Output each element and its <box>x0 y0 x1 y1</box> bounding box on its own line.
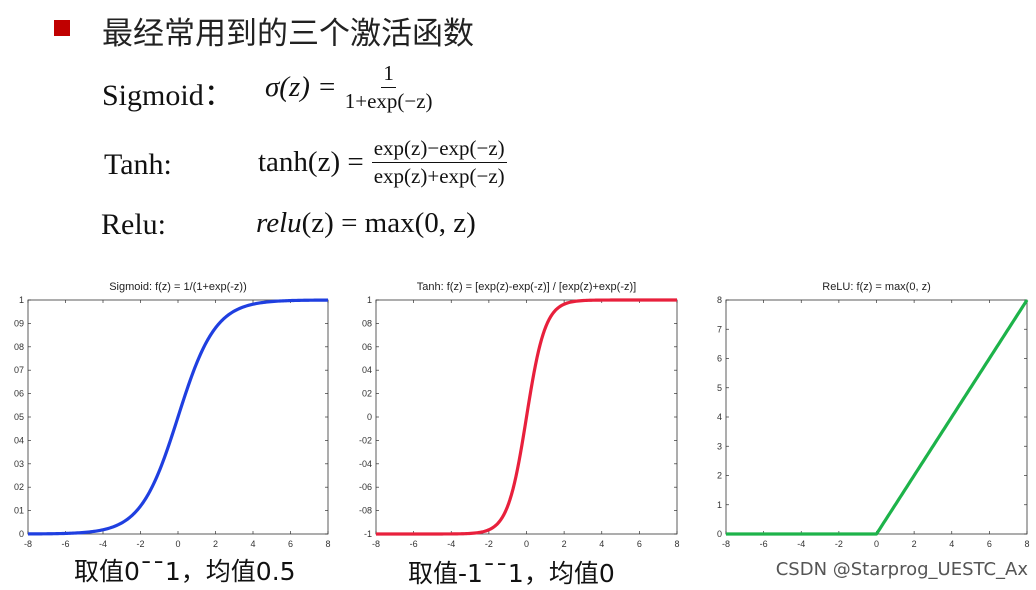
watermark: CSDN @Starprog_UESTC_Ax <box>775 559 1028 580</box>
y-tick-label: -04 <box>359 459 372 469</box>
x-tick-label: 0 <box>175 539 180 549</box>
x-tick-label: -8 <box>24 539 32 549</box>
chart-title-relu: ReLU: f(z) = max(0, z) <box>822 281 931 293</box>
sigmoid-numerator: 1 <box>381 61 396 89</box>
sigmoid-fraction: 1 1+exp(−z) <box>344 61 433 114</box>
x-tick-label: 8 <box>1024 539 1029 549</box>
relu-formula: relu (z) = max(0, z) <box>256 207 476 240</box>
x-tick-label: 4 <box>599 539 604 549</box>
y-tick-label: 6 <box>717 354 722 364</box>
plot-frame-relu <box>725 299 1028 535</box>
x-tick-label: -6 <box>760 539 768 549</box>
x-tick-label: -2 <box>485 539 493 549</box>
x-tick-label: -2 <box>136 539 144 549</box>
x-tick-label: -4 <box>797 539 805 549</box>
y-tick-label: 1 <box>717 500 722 510</box>
y-tick-label: -02 <box>359 435 372 445</box>
y-tick-label: -1 <box>364 529 372 539</box>
y-tick-label: 02 <box>362 389 372 399</box>
sigmoid-lhs: σ(z) = <box>265 71 337 104</box>
series-line-relu <box>725 299 1029 536</box>
tanh-lhs: tanh(z) = <box>258 146 364 179</box>
y-tick-label: 7 <box>717 324 722 334</box>
tanh-fraction: exp(z)−exp(−z) exp(z)+exp(−z) <box>371 136 507 189</box>
bullet-square <box>54 20 70 36</box>
y-tick-label: 06 <box>14 389 24 399</box>
x-tick-label: 4 <box>949 539 954 549</box>
x-tick-label: -4 <box>447 539 455 549</box>
y-tick-label: 01 <box>14 506 24 516</box>
chart-title-sigmoid: Sigmoid: f(z) = 1/(1+exp(-z)) <box>109 281 247 293</box>
sigmoid-formula: σ(z) = 1 1+exp(−z) <box>265 61 433 114</box>
y-tick-label: 06 <box>362 342 372 352</box>
x-tick-label: -2 <box>835 539 843 549</box>
y-tick-label: 04 <box>14 435 24 445</box>
x-tick-label: 0 <box>524 539 529 549</box>
x-tick-label: 0 <box>874 539 879 549</box>
x-tick-label: -8 <box>372 539 380 549</box>
x-tick-label: -4 <box>99 539 107 549</box>
x-tick-label: -8 <box>722 539 730 549</box>
x-tick-label: 6 <box>637 539 642 549</box>
y-tick-label: 4 <box>717 412 722 422</box>
y-tick-label: 5 <box>717 383 722 393</box>
series-line-tanh <box>375 298 678 536</box>
y-tick-label: 04 <box>362 365 372 375</box>
relu-rhs: (z) = max(0, z) <box>301 207 476 239</box>
x-tick-label: 6 <box>288 539 293 549</box>
sigmoid-caption: 取值0¯¯1，均值0.5 <box>74 557 296 586</box>
y-tick-label: 05 <box>14 412 24 422</box>
y-tick-label: 0 <box>367 412 372 422</box>
tanh-name: Tanh: <box>104 148 172 181</box>
y-tick-label: 09 <box>14 318 24 328</box>
y-tick-label: 0 <box>19 529 24 539</box>
tanh-formula: tanh(z) = exp(z)−exp(−z) exp(z)+exp(−z) <box>258 136 507 189</box>
x-tick-label: 2 <box>213 539 218 549</box>
y-tick-label: 02 <box>14 482 24 492</box>
y-tick-label: 03 <box>14 459 24 469</box>
tanh-numerator: exp(z)−exp(−z) <box>371 136 507 164</box>
y-tick-label: -06 <box>359 482 372 492</box>
chart-title-tanh: Tanh: f(z) = [exp(z)-exp(-z)] / [exp(z)+… <box>417 281 636 293</box>
x-tick-label: 6 <box>987 539 992 549</box>
y-tick-label: 8 <box>717 295 722 305</box>
y-tick-label: 08 <box>362 318 372 328</box>
y-tick-label: 3 <box>717 441 722 451</box>
x-tick-label: 2 <box>562 539 567 549</box>
y-tick-label: -08 <box>359 506 372 516</box>
slide-heading: 最经常用到的三个激活函数 <box>102 16 474 52</box>
y-tick-label: 1 <box>19 295 24 305</box>
x-tick-label: 4 <box>250 539 255 549</box>
y-tick-label: 07 <box>14 365 24 375</box>
relu-lhs-italic: relu <box>256 207 302 239</box>
tanh-denominator: exp(z)+exp(−z) <box>373 164 505 189</box>
x-tick-label: 8 <box>674 539 679 549</box>
y-tick-label: 0 <box>717 529 722 539</box>
sigmoid-name: Sigmoid： <box>102 79 234 112</box>
x-tick-label: -6 <box>61 539 69 549</box>
y-tick-label: 2 <box>717 471 722 481</box>
y-tick-label: 1 <box>367 295 372 305</box>
sigmoid-denominator: 1+exp(−z) <box>344 89 433 114</box>
series-line-sigmoid <box>27 298 329 536</box>
relu-name: Relu: <box>101 208 166 241</box>
x-tick-label: -6 <box>410 539 418 549</box>
x-tick-label: 2 <box>912 539 917 549</box>
y-tick-label: 08 <box>14 342 24 352</box>
tanh-caption: 取值-1¯¯1，均值0 <box>408 559 615 588</box>
x-tick-label: 8 <box>325 539 330 549</box>
